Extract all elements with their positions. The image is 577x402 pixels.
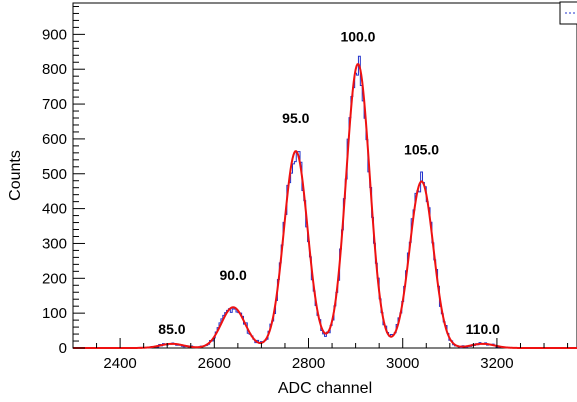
- peak-label: 90.0: [220, 267, 247, 283]
- x-tick-label: 3200: [480, 355, 513, 372]
- histogram-series: [77, 55, 574, 349]
- plot-area-border: [72, 2, 577, 349]
- peak-label: 95.0: [282, 110, 309, 126]
- histogram-line: [77, 55, 574, 349]
- peak-label: 85.0: [158, 321, 185, 337]
- peak-label: 110.0: [466, 321, 500, 337]
- peak-label: 100.0: [340, 28, 375, 44]
- y-tick-label: 900: [42, 26, 67, 43]
- y-tick-label: 800: [42, 61, 67, 78]
- plot-frame: [72, 2, 577, 349]
- x-tick-label: 2600: [198, 355, 231, 372]
- y-tick-label: 700: [42, 96, 67, 113]
- y-tick-label: 0: [59, 340, 67, 357]
- x-tick-label: 2800: [292, 355, 325, 372]
- x-tick-label: 2400: [103, 355, 136, 372]
- y-tick-label: 400: [42, 201, 67, 218]
- fit-curve-line: [73, 63, 577, 349]
- y-axis-title: Counts: [7, 150, 24, 201]
- legend-frame: [559, 1, 577, 25]
- peak-labels: 85.0 90.0 95.0 100.0 105.0 110.0: [158, 28, 500, 337]
- y-tick-label: 500: [42, 166, 67, 183]
- y-tick-label: 100: [42, 305, 67, 322]
- peak-label: 105.0: [404, 142, 439, 158]
- x-axis-title: ADC channel: [278, 380, 372, 397]
- y-tick-label: 200: [42, 270, 67, 287]
- fit-curve-series: [73, 63, 577, 349]
- y-tick-label: 300: [42, 235, 67, 252]
- y-tick-label: 600: [42, 131, 67, 148]
- axes: 2400 2600 2800 3000 3200 0 100 200 300 400 500 600 7…: [42, 5, 569, 372]
- legend-box: [559, 1, 577, 25]
- x-tick-label: 3000: [386, 355, 419, 372]
